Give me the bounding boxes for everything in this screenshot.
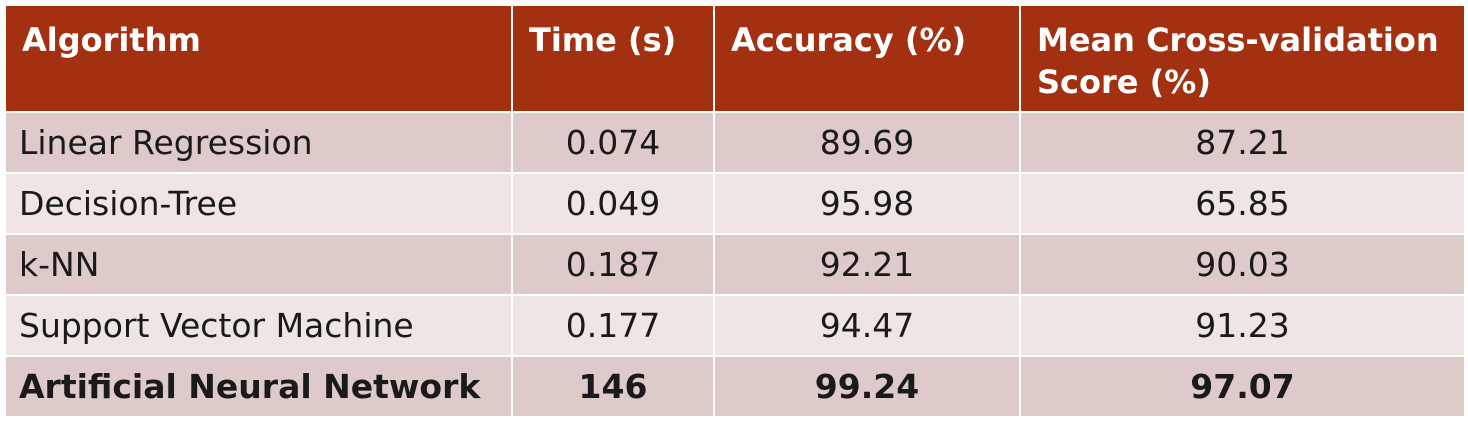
table-row: Decision-Tree 0.049 95.98 65.85 <box>4 172 1466 235</box>
cell-accuracy: 92.21 <box>713 233 1021 296</box>
header-row: Algorithm Time (s) Accuracy (%) Mean Cro… <box>4 4 1466 113</box>
cell-algorithm: Artificial Neural Network <box>4 355 513 418</box>
table-row: Support Vector Machine 0.177 94.47 91.23 <box>4 294 1466 357</box>
cell-cv-score: 97.07 <box>1019 355 1466 418</box>
table-row: Linear Regression 0.074 89.69 87.21 <box>4 111 1466 174</box>
header-cv-score: Mean Cross-validation Score (%) <box>1019 4 1466 113</box>
cell-time: 0.187 <box>511 233 715 296</box>
table-row: k-NN 0.187 92.21 90.03 <box>4 233 1466 296</box>
cell-time: 0.074 <box>511 111 715 174</box>
cell-algorithm: Linear Regression <box>4 111 513 174</box>
header-time: Time (s) <box>511 4 715 113</box>
cell-time: 146 <box>511 355 715 418</box>
cell-accuracy: 99.24 <box>713 355 1021 418</box>
cell-algorithm: Support Vector Machine <box>4 294 513 357</box>
cell-time: 0.049 <box>511 172 715 235</box>
cell-cv-score: 87.21 <box>1019 111 1466 174</box>
header-algorithm: Algorithm <box>4 4 513 113</box>
cell-accuracy: 95.98 <box>713 172 1021 235</box>
cell-cv-score: 91.23 <box>1019 294 1466 357</box>
cell-cv-score: 65.85 <box>1019 172 1466 235</box>
cell-cv-score: 90.03 <box>1019 233 1466 296</box>
results-table: Algorithm Time (s) Accuracy (%) Mean Cro… <box>4 4 1466 418</box>
cell-accuracy: 94.47 <box>713 294 1021 357</box>
header-accuracy: Accuracy (%) <box>713 4 1021 113</box>
cell-algorithm: k-NN <box>4 233 513 296</box>
cell-accuracy: 89.69 <box>713 111 1021 174</box>
table-row-highlighted: Artificial Neural Network 146 99.24 97.0… <box>4 355 1466 418</box>
cell-time: 0.177 <box>511 294 715 357</box>
cell-algorithm: Decision-Tree <box>4 172 513 235</box>
